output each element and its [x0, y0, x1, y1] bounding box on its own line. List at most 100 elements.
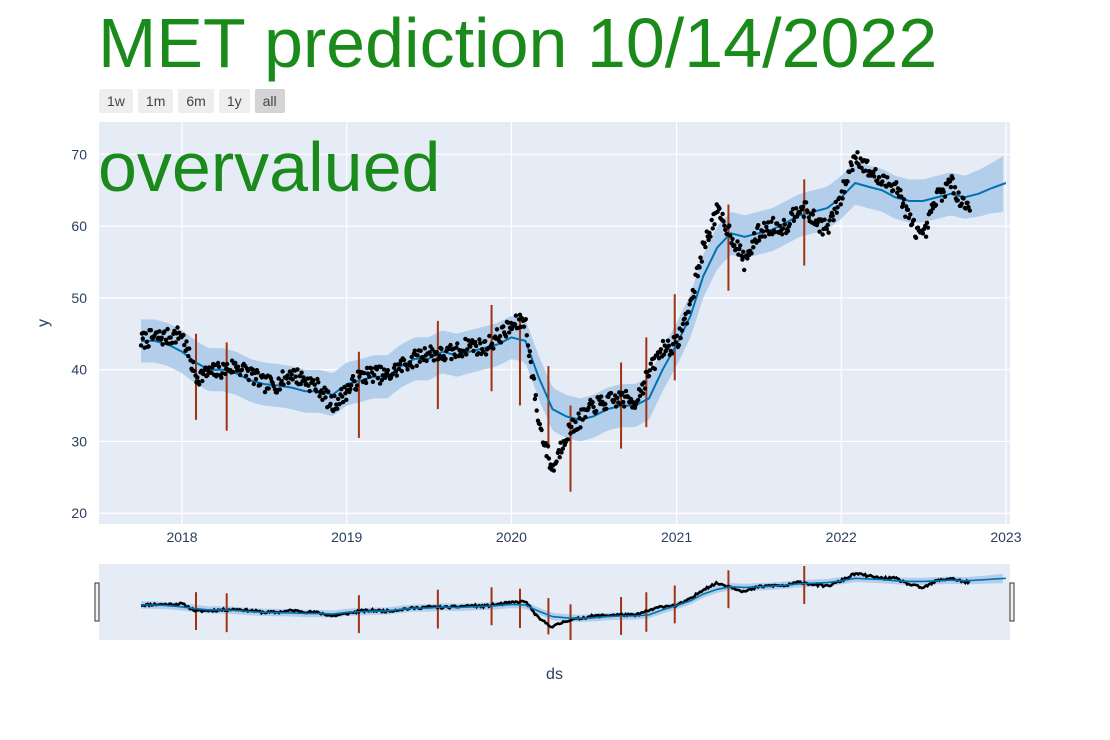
range-button-all[interactable]: all [254, 89, 285, 113]
rangeslider-preview [140, 566, 1006, 640]
actual-point-816 [948, 184, 954, 190]
actual-point-720 [853, 155, 858, 161]
actual-point-694 [827, 218, 832, 223]
actual-point-544 [678, 335, 683, 341]
actual-point-508 [642, 386, 648, 391]
actual-point-829 [961, 196, 966, 201]
actual-point-594 [728, 233, 733, 238]
y-axis-title: y [35, 319, 52, 327]
rangeslider-right-handle[interactable] [1009, 582, 1015, 622]
actual-point-494 [628, 396, 634, 402]
actual-point-102 [239, 367, 245, 372]
actual-point-281 [417, 359, 422, 364]
actual-point-144 [281, 382, 286, 387]
actual-point-257 [393, 369, 399, 374]
range-button-1y[interactable]: 1y [218, 89, 250, 113]
actual-point-834 [966, 204, 971, 210]
range-button-6m[interactable]: 6m [178, 89, 214, 113]
actual-point-479 [613, 404, 619, 409]
actual-point-399 [534, 408, 539, 413]
actual-point-234 [370, 379, 376, 384]
range-button-1m[interactable]: 1m [137, 89, 174, 113]
actual-point-769 [901, 197, 907, 202]
actual-point-575 [709, 217, 714, 223]
actual-point-204 [340, 399, 346, 405]
actual-point-30 [168, 335, 173, 340]
actual-point-687 [820, 232, 825, 237]
rangeslider-background[interactable] [99, 564, 1010, 640]
actual-point-184 [321, 390, 326, 396]
actual-point-351 [487, 333, 492, 339]
actual-point-535 [669, 351, 675, 356]
actual-point-459 [594, 408, 599, 414]
actual-point-195 [332, 393, 337, 399]
actual-point-573 [707, 230, 712, 236]
actual-point-303 [439, 346, 444, 351]
actual-point-152 [289, 372, 294, 377]
actual-point-69 [206, 365, 212, 370]
actual-point-707 [840, 196, 845, 201]
actual-point-288 [424, 358, 429, 364]
actual-point-54 [192, 368, 197, 374]
actual-point-512 [646, 373, 652, 379]
actual-point-455 [590, 400, 595, 405]
actual-point-48 [186, 353, 191, 359]
actual-point-758 [890, 188, 896, 193]
actual-point-411 [546, 456, 552, 461]
actual-point-295 [431, 358, 436, 363]
x-tick-label-4: 2022 [826, 529, 857, 545]
actual-point-286 [422, 346, 427, 351]
actual-point-424 [559, 450, 564, 455]
actual-point-818 [950, 176, 955, 181]
actual-point-81 [219, 375, 224, 380]
actual-point-62 [200, 378, 205, 384]
actual-point-770 [903, 214, 908, 219]
actual-point-462 [597, 397, 602, 403]
actual-point-667 [800, 204, 806, 209]
actual-point-499 [633, 402, 639, 407]
actual-point-712 [845, 179, 850, 184]
actual-point-673 [806, 215, 811, 220]
actual-point-744 [876, 175, 882, 180]
actual-point-46 [184, 339, 189, 344]
actual-point-689 [822, 217, 827, 222]
rangeslider-left-handle[interactable] [94, 582, 100, 622]
actual-point-232 [368, 366, 374, 371]
actual-point-546 [680, 321, 686, 327]
actual-point-397 [532, 396, 538, 402]
actual-point-506 [641, 391, 646, 396]
actual-point-576 [710, 226, 715, 231]
actual-point-697 [830, 213, 835, 218]
actual-point-561 [695, 274, 700, 279]
actual-point-630 [764, 224, 769, 229]
actual-point-647 [780, 226, 786, 231]
actual-point-32 [170, 340, 175, 345]
actual-point-139 [276, 376, 281, 381]
actual-point-430 [565, 437, 570, 442]
actual-point-833 [965, 200, 970, 205]
actual-point-692 [825, 222, 830, 228]
actual-point-214 [350, 374, 356, 379]
actual-point-0 [138, 343, 144, 348]
actual-point-377 [512, 322, 518, 327]
actual-point-820 [952, 185, 958, 190]
actual-point-668 [801, 214, 806, 219]
overvalued-annotation: overvalued [98, 128, 441, 206]
actual-point-202 [339, 387, 344, 392]
actual-point-730 [863, 168, 868, 173]
actual-point-180 [317, 394, 322, 399]
actual-point-498 [632, 405, 638, 410]
range-button-1w[interactable]: 1w [99, 89, 133, 113]
actual-point-261 [397, 361, 403, 367]
actual-point-477 [612, 397, 617, 403]
actual-point-629 [762, 234, 768, 239]
actual-point-531 [665, 338, 671, 343]
actual-point-178 [315, 376, 320, 382]
actual-point-507 [641, 380, 647, 385]
actual-point-588 [722, 223, 727, 228]
actual-point-79 [216, 364, 222, 369]
actual-point-487 [622, 404, 627, 409]
actual-point-337 [473, 339, 478, 345]
actual-point-245 [382, 367, 387, 372]
